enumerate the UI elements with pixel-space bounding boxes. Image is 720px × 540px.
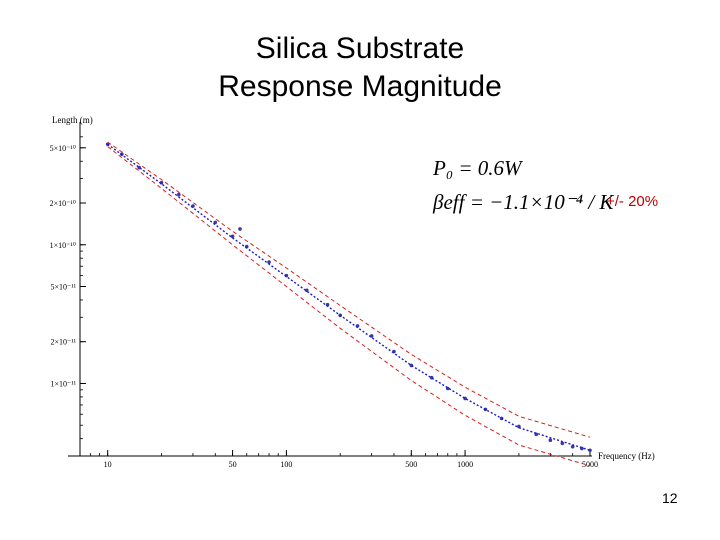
measured-point	[230, 234, 235, 239]
measured-point	[369, 334, 374, 338]
title-line-2: Response Magnitude	[218, 70, 502, 103]
x-axis-label: Frequency (Hz)	[598, 451, 655, 461]
measured-point	[548, 438, 553, 442]
power-equation: P₀ = 0.6W	[433, 156, 522, 180]
beta-equation: βeff = −1.1×10⁻⁴ / K	[433, 190, 614, 214]
measured-point	[325, 302, 330, 307]
x-tick-label: 100	[280, 460, 292, 469]
measured-point	[267, 260, 271, 264]
lower_bound-line	[107, 146, 591, 467]
y-axis-label: Length (m)	[52, 115, 93, 125]
y-tick-label: 5×10⁻¹¹	[50, 283, 76, 292]
x-tick-label: 1000	[457, 460, 473, 469]
x-tick-label: 50	[229, 460, 237, 469]
outlier-point	[238, 227, 242, 231]
x-tick-label: 5000	[582, 460, 598, 469]
x-tick-label: 500	[405, 460, 417, 469]
upper_bound-line	[107, 141, 591, 438]
x-tick-label: 10	[104, 460, 112, 469]
measured-point	[176, 192, 181, 197]
outlier-points	[238, 227, 242, 231]
page-number: 12	[662, 490, 678, 506]
tolerance-note: +/- 20%	[606, 193, 659, 210]
y-tick-label: 2×10⁻¹⁰	[50, 199, 76, 208]
measured-points	[105, 142, 592, 453]
slide-title: Silica Substrate Response Magnitude	[0, 30, 720, 106]
model-line	[107, 143, 591, 451]
y-tick-label: 5×10⁻¹⁰	[50, 144, 76, 153]
y-tick-label: 1×10⁻¹¹	[50, 379, 76, 388]
title-line-1: Silica Substrate	[255, 32, 465, 65]
y-tick-label: 1×10⁻¹⁰	[50, 241, 76, 250]
y-tick-label: 2×10⁻¹¹	[50, 338, 76, 347]
measured-point	[560, 441, 565, 446]
